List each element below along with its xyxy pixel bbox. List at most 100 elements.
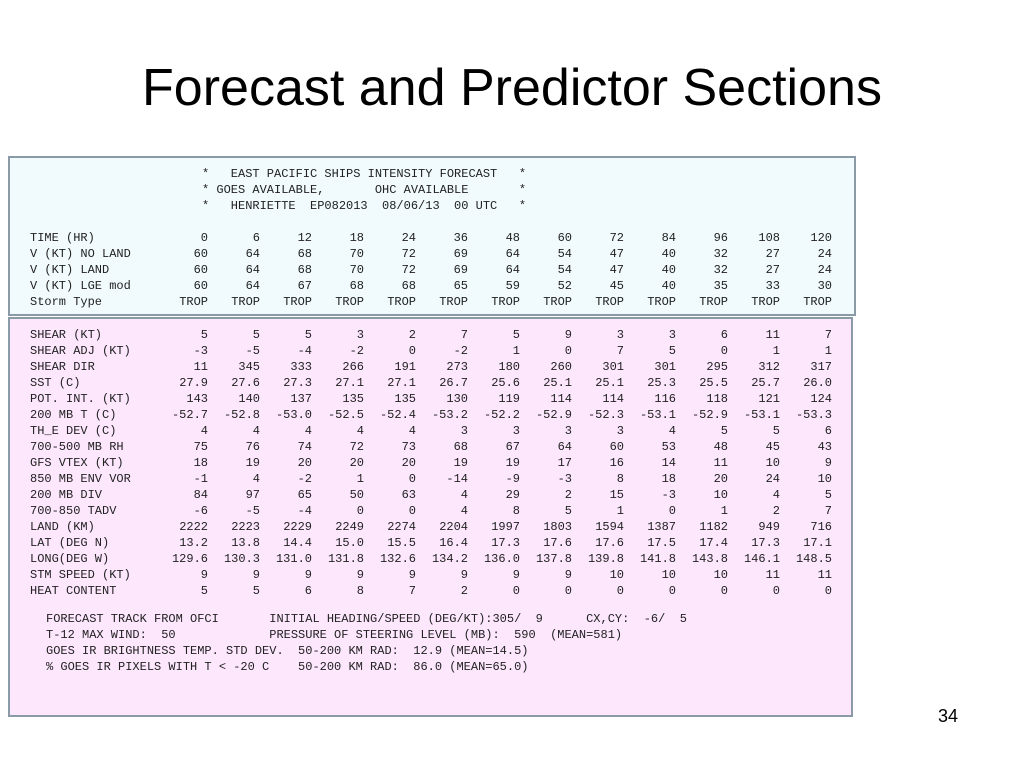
- table-cell: 17.6: [595, 536, 624, 550]
- table-cell: 17.3: [751, 536, 780, 550]
- table-cell: 27: [765, 263, 780, 277]
- table-cell: -2: [349, 344, 364, 358]
- table-row: TIME (HR) 0 6 12 18 24 36 48 60 72 84 96 108 120: [30, 230, 834, 246]
- table-cell: 70: [349, 263, 364, 277]
- table-row: V (KT) NO LAND 60 64 68 70 72 69 64 54 47 40 32 27 24: [30, 246, 834, 262]
- table-cell: 64: [245, 247, 260, 261]
- table-cell: 47: [609, 263, 624, 277]
- table-row: 200 MB T (C) -52.7 -52.8 -53.0 -52.5 -52.4 -53…: [30, 407, 834, 423]
- table-cell: -6: [193, 504, 208, 518]
- table-cell: 60: [193, 247, 208, 261]
- table-cell: 131.8: [327, 552, 364, 566]
- table-cell: 18: [193, 456, 208, 470]
- table-row: LAND (KM) 2222 2223 2229 2249 2274 2204 1997 180…: [30, 519, 834, 535]
- table-cell: 5: [720, 424, 728, 438]
- table-cell: -52.8: [223, 408, 260, 422]
- table-cell: 75: [193, 440, 208, 454]
- table-cell: 1803: [543, 520, 572, 534]
- row-label: SHEAR ADJ (KT): [30, 344, 131, 358]
- table-cell: 119: [498, 392, 520, 406]
- table-cell: 8: [356, 584, 364, 598]
- table-cell: 7: [616, 344, 624, 358]
- table-cell: 25.3: [647, 376, 676, 390]
- table-cell: 30: [817, 279, 832, 293]
- table-cell: 11: [713, 456, 728, 470]
- table-cell: 26.7: [439, 376, 468, 390]
- table-cell: -1: [193, 472, 208, 486]
- table-cell: 50: [349, 488, 364, 502]
- table-cell: 0: [564, 344, 572, 358]
- table-cell: 146.1: [743, 552, 780, 566]
- table-cell: 25.1: [543, 376, 572, 390]
- table-row: LONG(DEG W) 129.6 130.3 131.0 131.8 132.6 134.…: [30, 551, 834, 567]
- table-cell: 5: [512, 328, 520, 342]
- table-cell: 130.3: [223, 552, 260, 566]
- table-cell: -53.2: [431, 408, 468, 422]
- table-cell: TROP: [595, 295, 624, 309]
- table-cell: 68: [401, 279, 416, 293]
- table-cell: 24: [817, 247, 832, 261]
- table-cell: 191: [394, 360, 416, 374]
- row-label: 200 MB T (C): [30, 408, 117, 422]
- table-cell: 1594: [595, 520, 624, 534]
- table-cell: 124: [810, 392, 832, 406]
- footer-line: % GOES IR PIXELS WITH T < -20 C 50-200 K…: [46, 660, 529, 674]
- table-cell: 0: [720, 584, 728, 598]
- table-cell: -5: [245, 504, 260, 518]
- table-cell: -52.3: [587, 408, 624, 422]
- table-row: HEAT CONTENT 5 5 6 8 7 2 0 0 0 0 0 0 0: [30, 583, 834, 599]
- table-cell: 32: [713, 263, 728, 277]
- table-row: TH_E DEV (C) 4 4 4 4 4 3 3 3 3 4 5 5 6: [30, 423, 834, 439]
- table-cell: 0: [668, 504, 676, 518]
- table-cell: 64: [505, 247, 520, 261]
- row-label: TIME (HR): [30, 231, 95, 245]
- forecast-header-line: * EAST PACIFIC SHIPS INTENSITY FORECAST …: [202, 167, 527, 181]
- table-row: SHEAR ADJ (KT) -3 -5 -4 -2 0 -2 1 0 7 5 0 1 1: [30, 343, 834, 359]
- table-cell: 2229: [283, 520, 312, 534]
- table-cell: 20: [297, 456, 312, 470]
- table-cell: 64: [505, 263, 520, 277]
- table-cell: 4: [460, 488, 468, 502]
- table-cell: 60: [609, 440, 624, 454]
- table-cell: 0: [408, 344, 416, 358]
- table-cell: 3: [616, 424, 624, 438]
- table-cell: TROP: [335, 295, 364, 309]
- table-cell: 143: [186, 392, 208, 406]
- table-row: V (KT) LAND 60 64 68 70 72 69 64 54 47 40 32 27 24: [30, 262, 834, 278]
- table-cell: 4: [252, 472, 260, 486]
- table-cell: -3: [193, 344, 208, 358]
- table-cell: 301: [654, 360, 676, 374]
- forecast-section: * EAST PACIFIC SHIPS INTENSITY FORECAST …: [8, 156, 856, 316]
- row-label: 700-500 MB RH: [30, 440, 124, 454]
- table-cell: 27.9: [179, 376, 208, 390]
- table-cell: 143.8: [691, 552, 728, 566]
- table-cell: 0: [356, 504, 364, 518]
- table-cell: 27.1: [387, 376, 416, 390]
- table-cell: 2: [460, 584, 468, 598]
- table-cell: 9: [408, 568, 416, 582]
- table-cell: 18: [349, 231, 364, 245]
- table-cell: 5: [252, 328, 260, 342]
- table-cell: 1997: [491, 520, 520, 534]
- table-cell: 1182: [699, 520, 728, 534]
- table-cell: 33: [765, 279, 780, 293]
- table-cell: 2274: [387, 520, 416, 534]
- table-cell: -53.0: [275, 408, 312, 422]
- table-row: STM SPEED (KT) 9 9 9 9 9 9 9 9 10 10 10 11 11: [30, 567, 834, 583]
- table-cell: 27.1: [335, 376, 364, 390]
- table-cell: 266: [342, 360, 364, 374]
- table-cell: 17.3: [491, 536, 520, 550]
- table-cell: 4: [304, 424, 312, 438]
- table-cell: 0: [616, 584, 624, 598]
- row-label: GFS VTEX (KT): [30, 456, 124, 470]
- slide-title: Forecast and Predictor Sections: [142, 59, 882, 117]
- table-cell: 0: [564, 584, 572, 598]
- table-cell: 10: [713, 488, 728, 502]
- table-cell: 7: [408, 584, 416, 598]
- table-cell: 11: [193, 360, 208, 374]
- table-cell: 0: [824, 584, 832, 598]
- table-cell: -9: [505, 472, 520, 486]
- table-cell: 19: [505, 456, 520, 470]
- table-cell: -3: [557, 472, 572, 486]
- table-cell: 48: [713, 440, 728, 454]
